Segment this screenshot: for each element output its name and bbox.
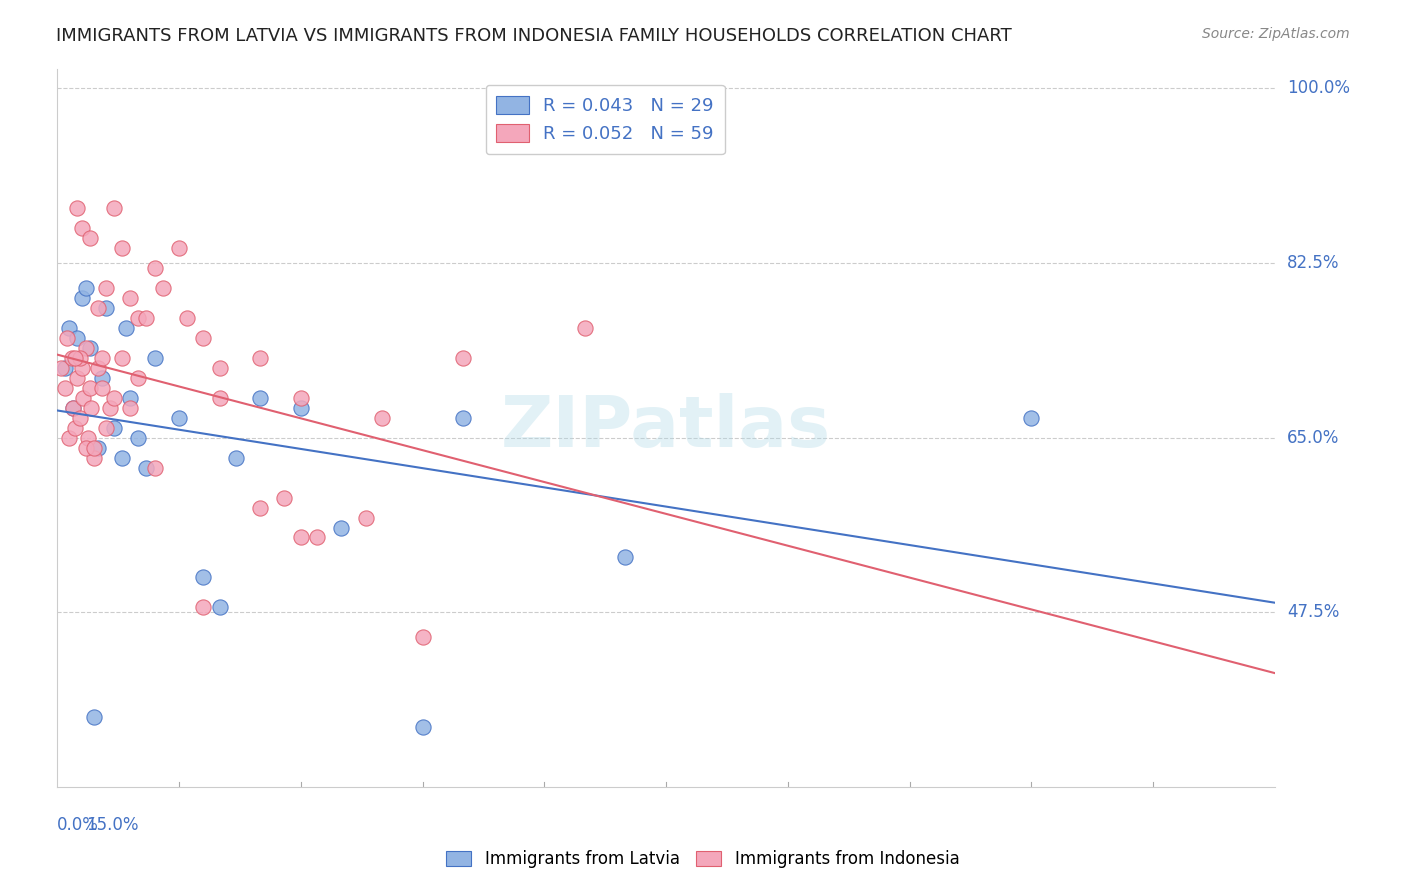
Point [135, 460, 157, 475]
Point [208, 391, 231, 405]
Point [66, 331, 89, 345]
Point [305, 531, 328, 545]
Point [111, 450, 134, 465]
Point [167, 410, 190, 425]
Point [83, 450, 105, 465]
Point [87, 360, 110, 375]
Point [143, 261, 166, 276]
Text: IMMIGRANTS FROM LATVIA VS IMMIGRANTS FROM INDONESIA FAMILY HOUSEHOLDS CORRELATIO: IMMIGRANTS FROM LATVIA VS IMMIGRANTS FRO… [56, 27, 1012, 45]
Point [83, 710, 105, 724]
Point [56, 331, 79, 345]
Point [70, 291, 93, 305]
Point [208, 600, 231, 615]
Point [83, 441, 105, 455]
Point [90, 351, 112, 365]
Point [94, 301, 117, 315]
Point [58, 321, 80, 335]
Point [143, 460, 166, 475]
Point [75, 441, 97, 455]
Point [127, 431, 149, 445]
Point [58, 431, 80, 445]
Point [451, 351, 474, 365]
Point [90, 381, 112, 395]
Point [127, 371, 149, 385]
Point [249, 500, 271, 515]
Point [120, 391, 142, 405]
Point [290, 401, 312, 415]
Legend: Immigrants from Latvia, Immigrants from Indonesia: Immigrants from Latvia, Immigrants from … [440, 844, 966, 875]
Point [111, 351, 134, 365]
Point [53, 381, 76, 395]
Point [70, 221, 93, 235]
Point [60, 351, 83, 365]
Point [574, 321, 596, 335]
Point [111, 241, 134, 255]
Point [69, 410, 91, 425]
Point [66, 371, 89, 385]
Point [371, 410, 394, 425]
Point [451, 410, 474, 425]
Point [412, 630, 434, 644]
Text: 47.5%: 47.5% [1286, 603, 1340, 622]
Point [75, 341, 97, 355]
Point [193, 570, 215, 584]
Point [290, 391, 312, 405]
Point [273, 491, 295, 505]
Text: 15.0%: 15.0% [86, 815, 138, 834]
Point [208, 360, 231, 375]
Point [63, 351, 86, 365]
Point [1021, 410, 1043, 425]
Point [103, 391, 125, 405]
Text: 0.0%: 0.0% [58, 815, 98, 834]
Point [72, 391, 94, 405]
Point [98, 401, 121, 415]
Point [290, 531, 312, 545]
Point [53, 360, 76, 375]
Text: 100.0%: 100.0% [1286, 79, 1350, 97]
Point [152, 281, 174, 295]
Text: ZIPatlas: ZIPatlas [501, 393, 831, 462]
Point [135, 310, 157, 325]
Point [87, 441, 110, 455]
Point [51, 360, 73, 375]
Text: 65.0%: 65.0% [1286, 429, 1340, 447]
Point [330, 520, 353, 534]
Point [75, 281, 97, 295]
Point [143, 351, 166, 365]
Point [90, 371, 112, 385]
Point [66, 201, 89, 215]
Point [412, 720, 434, 734]
Point [249, 391, 271, 405]
Point [79, 381, 101, 395]
Point [115, 321, 138, 335]
Point [94, 281, 117, 295]
Point [79, 231, 101, 245]
Point [120, 291, 142, 305]
Point [193, 331, 215, 345]
Point [354, 510, 377, 524]
Point [69, 351, 91, 365]
Point [127, 310, 149, 325]
Point [70, 360, 93, 375]
Point [63, 421, 86, 435]
Point [94, 421, 117, 435]
Text: Source: ZipAtlas.com: Source: ZipAtlas.com [1202, 27, 1350, 41]
Point [80, 401, 103, 415]
Legend: R = 0.043   N = 29, R = 0.052   N = 59: R = 0.043 N = 29, R = 0.052 N = 59 [485, 85, 724, 154]
Point [103, 421, 125, 435]
Point [176, 310, 198, 325]
Point [120, 401, 142, 415]
Point [614, 550, 637, 565]
Point [249, 351, 271, 365]
Point [62, 401, 84, 415]
Point [87, 301, 110, 315]
Point [167, 241, 190, 255]
Text: 82.5%: 82.5% [1286, 254, 1340, 272]
Point [193, 600, 215, 615]
Point [225, 450, 247, 465]
Point [77, 431, 100, 445]
Point [103, 201, 125, 215]
Point [79, 341, 101, 355]
Point [62, 401, 84, 415]
